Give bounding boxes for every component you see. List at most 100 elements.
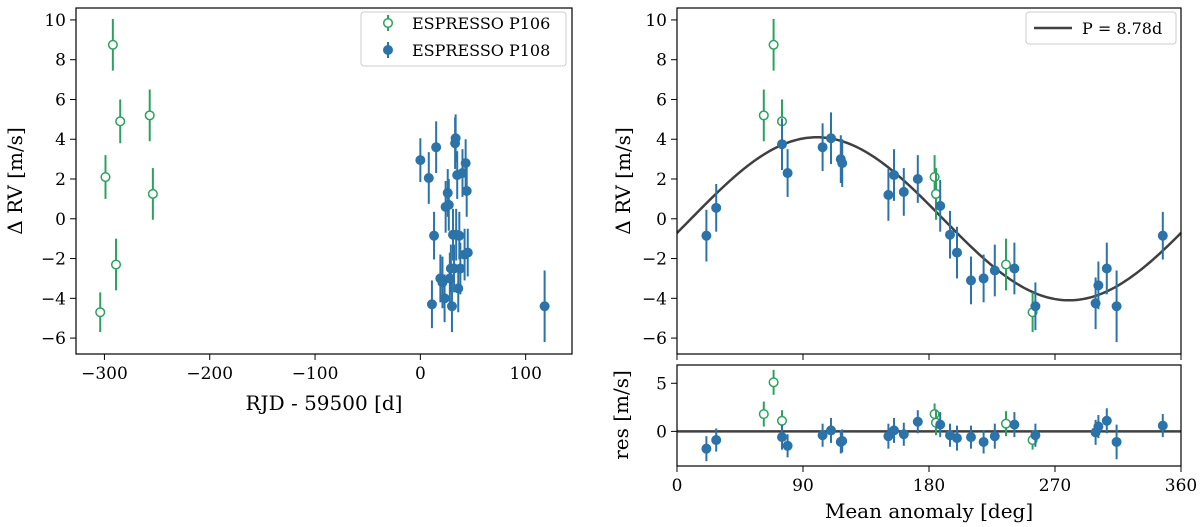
time-point-p108 — [462, 228, 473, 277]
time-point-p108 — [446, 280, 457, 333]
rv-phase-panel: −6 −4 −2 0 2 4 6 8 10 Δ RV [m/s] P = 8.78d — [611, 7, 1182, 360]
phase-y-tick-label: 10 — [645, 11, 667, 31]
residuals-y-tick-label: 5 — [656, 374, 667, 394]
residuals-point-p108 — [1030, 423, 1041, 447]
legend-label-p106: ESPRESSO P106 — [412, 14, 550, 33]
residuals-point-p108 — [978, 430, 989, 454]
phase-point-p108 — [1093, 261, 1104, 310]
time-x-tick-label: 0 — [415, 364, 426, 384]
time-point-p108 — [423, 152, 434, 204]
phase-point-p108 — [952, 226, 962, 279]
phase-point-p108 — [837, 139, 848, 187]
time-x-axis-label: RJD - 59500 [d] — [246, 391, 403, 415]
legend-label-p108: ESPRESSO P108 — [412, 41, 550, 60]
time-x-tick-label: −100 — [292, 364, 339, 384]
time-point-p106 — [115, 99, 126, 144]
phase-point-p108 — [1157, 211, 1168, 260]
phase-point-p108 — [898, 168, 909, 216]
phase-point-p108 — [978, 254, 989, 303]
time-y-tick-label: 0 — [55, 210, 66, 230]
time-y-tick-label: 4 — [55, 130, 66, 150]
phase-point-p108 — [945, 210, 955, 259]
legend-label-model: P = 8.78d — [1082, 19, 1162, 38]
residuals-point-p108 — [777, 424, 787, 450]
residuals-point-p106 — [758, 401, 769, 427]
residuals-point-p108 — [1009, 412, 1020, 438]
phase-point-p108 — [935, 180, 946, 232]
residuals-x-tick-label: 270 — [1039, 476, 1071, 496]
time-y-tick-label: −2 — [41, 250, 66, 270]
residuals-point-p108 — [989, 423, 1000, 449]
phase-point-p106 — [1000, 238, 1012, 291]
legend-marker-p106 — [382, 15, 394, 31]
phase-y-tick-label: −4 — [642, 289, 667, 309]
phase-point-p106 — [768, 18, 779, 71]
time-point-p108 — [460, 139, 471, 187]
time-point-p108 — [539, 270, 550, 343]
residuals-point-p108 — [782, 434, 793, 458]
phase-y-tick-label: 8 — [656, 51, 667, 71]
residuals-point-p108 — [837, 429, 848, 453]
phase-point-p106 — [758, 89, 769, 142]
residuals-x-tick-label: 90 — [792, 476, 814, 496]
time-point-p106 — [110, 238, 122, 291]
phase-point-p108 — [889, 149, 899, 201]
time-y-tick-label: 8 — [55, 51, 66, 71]
phase-y-tick-label: 0 — [656, 210, 667, 230]
time-point-p106 — [100, 155, 111, 199]
time-y-tick-label: −4 — [41, 289, 66, 309]
phase-y-tick-label: −6 — [642, 329, 667, 349]
phase-point-p108 — [701, 209, 712, 262]
time-x-tick-label: 100 — [509, 364, 541, 384]
residuals-x-tick-label: 0 — [672, 476, 683, 496]
phase-point-p108 — [912, 155, 923, 203]
residuals-y-tick-label: 0 — [656, 422, 667, 442]
time-y-axis-label: Δ RV [m/s] — [3, 127, 27, 235]
phase-point-p108 — [817, 123, 828, 172]
residuals-panel: 0 5 0 90 180 270 360 Mean anomaly [deg] res [m… — [609, 364, 1197, 523]
time-point-p106 — [107, 18, 118, 71]
residuals-x-tick-label: 360 — [1165, 476, 1197, 496]
phase-legend: P = 8.78d — [1025, 11, 1177, 45]
residuals-point-p108 — [912, 410, 923, 434]
residuals-point-p108 — [966, 425, 976, 449]
phase-point-p108 — [1101, 242, 1112, 295]
residuals-point-p108 — [889, 417, 899, 443]
time-point-p108 — [450, 114, 461, 163]
residuals-x-tick-label: 180 — [913, 476, 945, 496]
phase-point-p108 — [1009, 242, 1020, 295]
time-y-tick-label: 10 — [44, 11, 66, 31]
time-point-p108 — [443, 179, 454, 231]
phase-point-p108 — [966, 256, 976, 305]
phase-point-p108 — [826, 112, 836, 165]
time-point-p108 — [429, 211, 440, 260]
residuals-point-p108 — [1157, 414, 1168, 438]
phase-y-tick-label: −2 — [642, 250, 667, 270]
phase-point-p108 — [1030, 282, 1041, 331]
time-point-p106 — [144, 89, 155, 142]
phase-point-p108 — [989, 244, 1000, 297]
residuals-point-p108 — [817, 423, 828, 447]
residuals-point-p108 — [1093, 415, 1104, 439]
time-y-tick-label: 2 — [55, 170, 66, 190]
residuals-point-p108 — [1111, 424, 1122, 460]
residuals-point-p108 — [826, 417, 836, 443]
phase-y-tick-label: 4 — [656, 130, 667, 150]
phase-point-p106 — [930, 168, 942, 220]
phase-point-p108 — [883, 169, 894, 221]
residuals-point-p108 — [952, 425, 962, 451]
residuals-point-p106 — [768, 369, 779, 395]
time-y-tick-label: 6 — [55, 90, 66, 110]
time-x-tick-label: −300 — [81, 364, 128, 384]
time-y-tick-label: −6 — [41, 329, 66, 349]
time-point-p108 — [461, 165, 472, 217]
residuals-y-axis-label: res [m/s] — [609, 370, 633, 460]
time-point-p108 — [426, 280, 437, 329]
phase-y-tick-label: 6 — [656, 90, 667, 110]
residuals-point-p108 — [701, 436, 712, 462]
residuals-point-p108 — [1101, 408, 1112, 434]
residuals-x-axis-label: Mean anomaly [deg] — [825, 499, 1033, 523]
rv-time-panel: −6 −4 −2 0 2 4 6 8 10 −300 −200 −100 0 100 RJD - 5950… — [3, 7, 573, 415]
time-point-p106 — [95, 292, 106, 333]
